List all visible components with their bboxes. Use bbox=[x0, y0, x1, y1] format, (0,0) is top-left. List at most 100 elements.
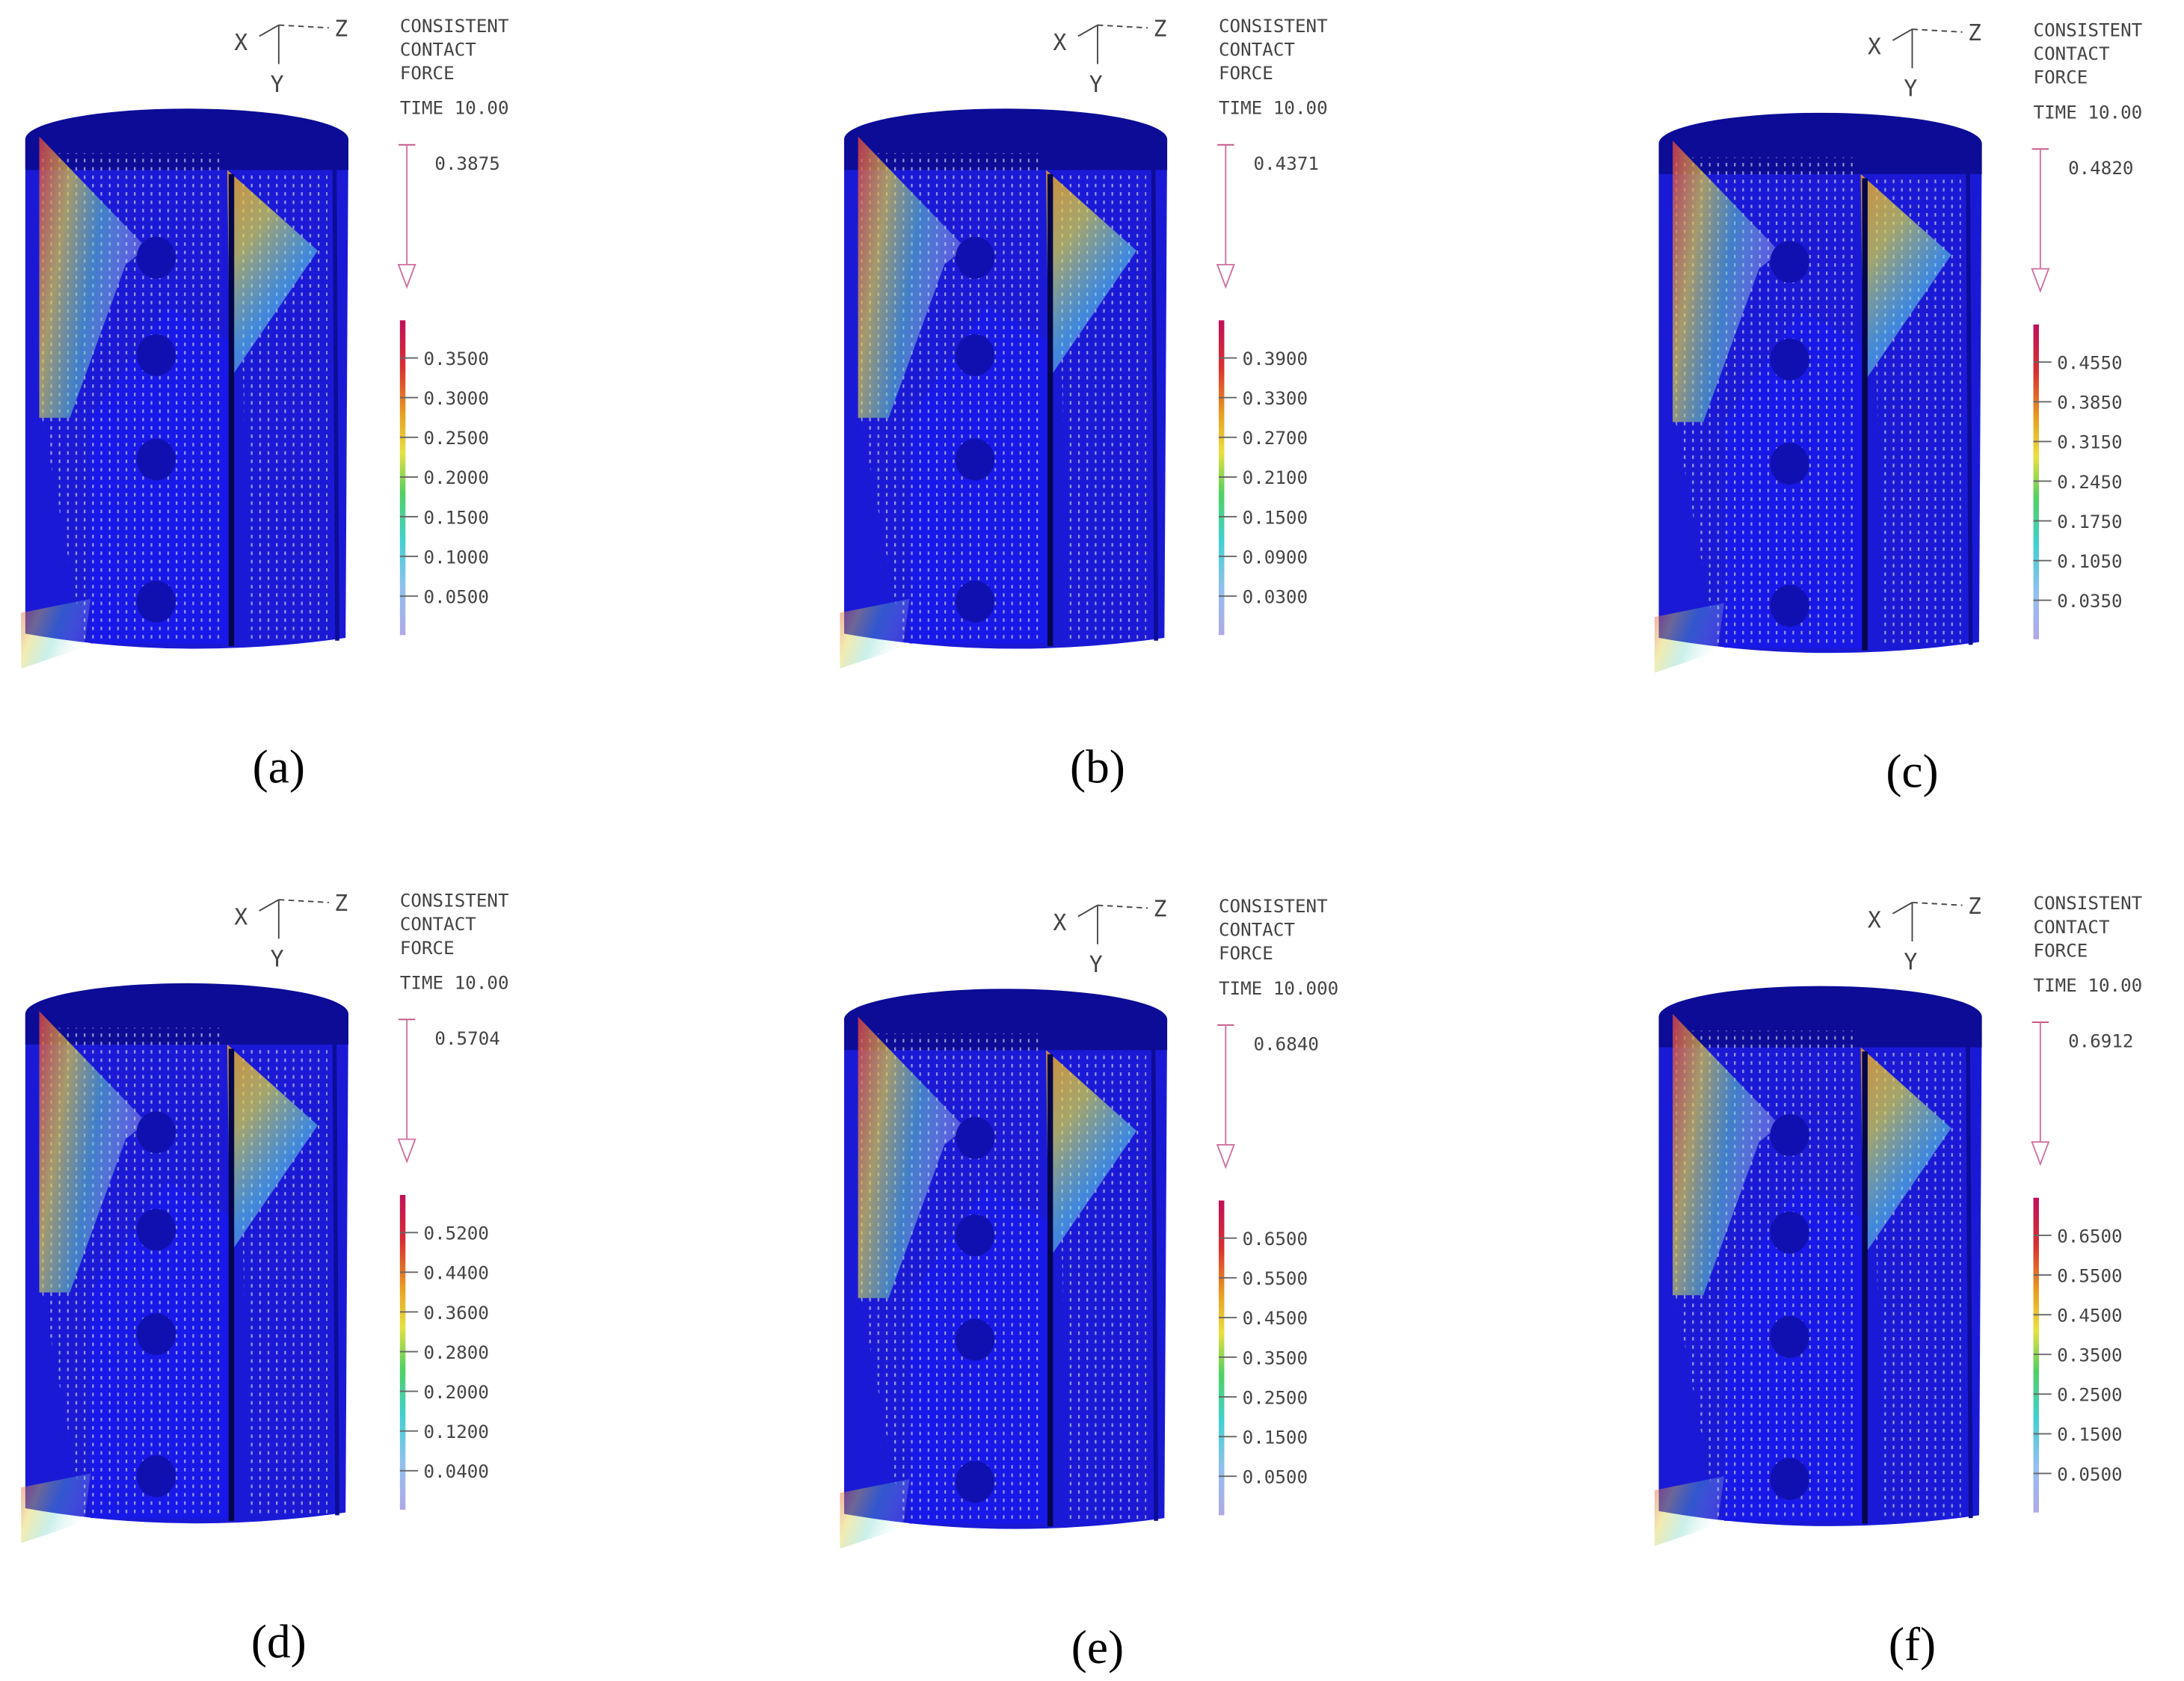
hole bbox=[136, 580, 176, 623]
hole bbox=[136, 1111, 176, 1154]
max-value: 0.4820 bbox=[2068, 158, 2133, 179]
force-fan bbox=[227, 170, 318, 379]
legend-title: CONTACT bbox=[1219, 39, 1295, 60]
max-value: 0.3875 bbox=[434, 153, 499, 174]
hole bbox=[955, 580, 995, 623]
legend-title: CONSISTENT bbox=[1219, 16, 1328, 37]
colorbar-label: 0.6500 bbox=[2057, 1226, 2122, 1247]
slot-edge bbox=[1966, 157, 1973, 645]
caption: (d) bbox=[251, 1615, 307, 1668]
axis-label: Y bbox=[1089, 72, 1103, 98]
legend-title: CONTACT bbox=[2034, 43, 2110, 64]
axis-label: Y bbox=[1904, 76, 1917, 102]
axis-line bbox=[1912, 901, 1963, 906]
time-label: TIME 10.00 bbox=[2034, 975, 2143, 996]
colorbar-label: 0.3900 bbox=[1243, 348, 1308, 369]
slot-edge bbox=[332, 153, 339, 641]
legend-title: CONTACT bbox=[1219, 920, 1295, 941]
hole bbox=[955, 334, 995, 376]
colorbar-label: 0.0500 bbox=[1243, 1467, 1308, 1488]
colorbar-label: 0.3500 bbox=[1243, 1347, 1308, 1368]
force-fan bbox=[840, 598, 910, 669]
hole bbox=[1770, 1211, 1809, 1254]
force-fan bbox=[1654, 1476, 1725, 1546]
axis-label: X bbox=[1868, 907, 1881, 933]
legend-title: CONTACT bbox=[400, 914, 476, 935]
max-value: 0.5704 bbox=[434, 1028, 499, 1049]
colorbar-label: 0.4400 bbox=[424, 1263, 489, 1284]
hole bbox=[136, 1208, 176, 1251]
slot-edge bbox=[1151, 153, 1158, 641]
colorbar-label: 0.5500 bbox=[1243, 1268, 1308, 1289]
slot-edge bbox=[1151, 1033, 1158, 1521]
max-arrow-head bbox=[397, 263, 416, 289]
legend-title: FORCE bbox=[400, 938, 455, 959]
legend-title: FORCE bbox=[400, 63, 455, 84]
hole bbox=[955, 438, 995, 481]
colorbar-label: 0.3500 bbox=[2057, 1345, 2122, 1366]
colorbar-label: 0.3500 bbox=[424, 348, 489, 369]
time-label: TIME 10.00 bbox=[2034, 102, 2143, 123]
legend-title: CONTACT bbox=[400, 39, 476, 60]
axis-label: Z bbox=[1153, 16, 1166, 42]
force-fan bbox=[227, 1044, 318, 1254]
legend-title: CONSISTENT bbox=[2034, 893, 2143, 914]
hole bbox=[1770, 1113, 1809, 1156]
axis-line bbox=[1097, 24, 1148, 29]
colorbar-label: 0.1200 bbox=[424, 1422, 489, 1442]
colorbar-label: 0.5200 bbox=[424, 1223, 489, 1244]
force-fan bbox=[858, 1016, 966, 1298]
max-arrow-head bbox=[1216, 1144, 1235, 1170]
hole bbox=[1770, 338, 1809, 381]
axis-label: X bbox=[1053, 910, 1066, 936]
colorbar-label: 0.2450 bbox=[2057, 472, 2122, 493]
caption: (a) bbox=[253, 741, 305, 793]
colorbar-label: 0.1500 bbox=[1243, 1427, 1308, 1448]
legend-title: CONSISTENT bbox=[1219, 896, 1328, 917]
colorbar-label: 0.2100 bbox=[1243, 467, 1308, 488]
axis-label: X bbox=[234, 905, 247, 931]
colorbar-label: 0.3150 bbox=[2057, 432, 2122, 453]
axis-label: Z bbox=[1153, 897, 1166, 923]
hole bbox=[136, 334, 176, 376]
axis-label: Z bbox=[1968, 894, 1981, 920]
axis-line bbox=[259, 899, 280, 912]
colorbar-label: 0.2000 bbox=[424, 467, 489, 488]
axis-line bbox=[278, 24, 329, 29]
axis-line bbox=[259, 24, 280, 37]
force-fan bbox=[1673, 1013, 1780, 1296]
colorbar-label: 0.1500 bbox=[1243, 507, 1308, 528]
colorbar-label: 0.3850 bbox=[2057, 393, 2122, 414]
hole bbox=[955, 236, 995, 279]
force-fan bbox=[1654, 603, 1725, 673]
force-fan bbox=[858, 136, 966, 418]
slot-edge bbox=[1966, 1030, 1973, 1519]
hole bbox=[136, 438, 176, 481]
axis-label: X bbox=[1868, 34, 1881, 61]
colorbar-label: 0.3000 bbox=[424, 388, 489, 409]
max-value: 0.4371 bbox=[1254, 153, 1319, 174]
colorbar-label: 0.0900 bbox=[1243, 547, 1308, 568]
force-fan bbox=[21, 598, 91, 669]
force-fan bbox=[840, 1478, 910, 1549]
max-arrow-head bbox=[397, 1138, 416, 1164]
slot-edge bbox=[332, 1027, 339, 1516]
legend-title: CONSISTENT bbox=[2034, 19, 2143, 40]
hole bbox=[1770, 1458, 1809, 1500]
caption: (b) bbox=[1070, 741, 1125, 793]
legend-title: CONSISTENT bbox=[400, 16, 509, 37]
axis-line bbox=[1912, 28, 1963, 33]
max-value: 0.6912 bbox=[2068, 1031, 2133, 1052]
colorbar-label: 0.2700 bbox=[1243, 428, 1308, 449]
hole bbox=[136, 236, 176, 279]
colorbar-label: 0.0300 bbox=[1243, 586, 1308, 607]
hole bbox=[136, 1313, 176, 1356]
hole bbox=[955, 1318, 995, 1361]
force-fan bbox=[1046, 1050, 1137, 1259]
panel: X Z Y CONSISTENT CONTACT FORCE TIME 10.00 0.691… bbox=[1654, 893, 2143, 1671]
axis-label: Y bbox=[1904, 949, 1917, 975]
colorbar-label: 0.1500 bbox=[2057, 1425, 2122, 1445]
legend-title: FORCE bbox=[1219, 63, 1273, 84]
colorbar-label: 0.1750 bbox=[2057, 511, 2122, 532]
